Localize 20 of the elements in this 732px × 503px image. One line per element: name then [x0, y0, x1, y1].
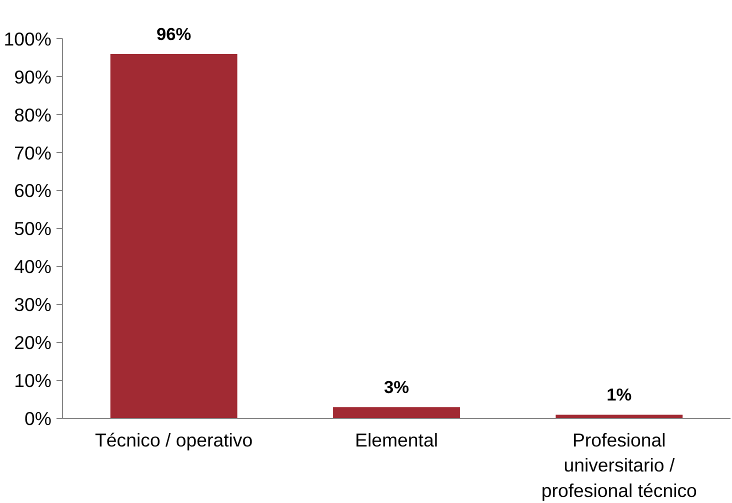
y-tick-label: 40%: [14, 256, 52, 278]
y-tick-label: 20%: [14, 332, 52, 354]
y-tick-label: 0%: [24, 408, 52, 429]
y-tick-label: 50%: [14, 218, 52, 240]
x-tick-label: Técnico / operativo: [95, 430, 253, 450]
bar: [333, 407, 460, 418]
bar: [110, 54, 238, 418]
y-tick-label: 100%: [4, 28, 52, 50]
x-tick-label: Profesional universitario / profesional técnico: [541, 430, 697, 501]
bar: [556, 414, 683, 418]
y-tick-label: 80%: [14, 104, 52, 126]
data-label: 96%: [156, 24, 192, 44]
data-label: 3%: [384, 377, 410, 398]
y-tick-label: 60%: [14, 180, 52, 202]
y-tick-label: 70%: [14, 142, 52, 164]
x-tick-label: Elemental: [355, 430, 438, 450]
y-tick-label: 10%: [14, 370, 52, 392]
y-tick-label: 30%: [14, 294, 52, 316]
y-tick-label: 90%: [14, 66, 52, 88]
data-label: 1%: [606, 384, 632, 405]
